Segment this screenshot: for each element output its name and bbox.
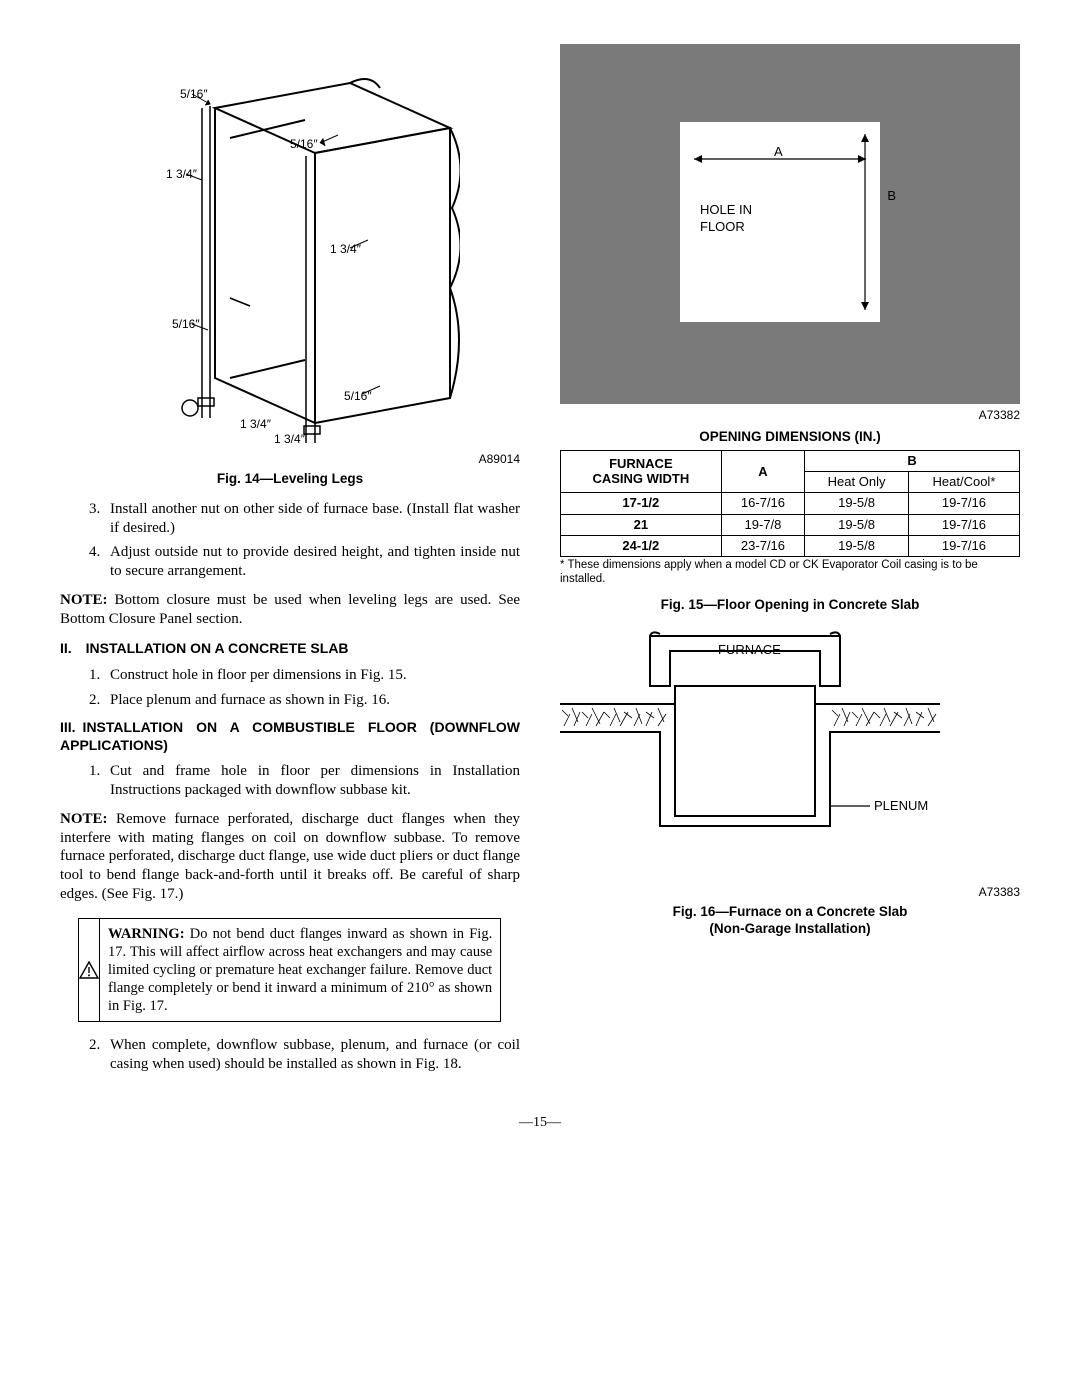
svg-text:5/16″: 5/16″ xyxy=(290,137,318,151)
fig16-code: A73383 xyxy=(560,885,1020,900)
list-1: Install another nut on other side of fur… xyxy=(60,500,520,581)
list-item: Cut and frame hole in floor per dimensio… xyxy=(104,762,520,800)
fig14-caption: Fig. 14—Leveling Legs xyxy=(60,471,520,488)
list-item: Install another nut on other side of fur… xyxy=(104,500,520,538)
fig14-diagram: 5/16″ 5/16″ 1 3/4″ 1 3/4″ 5/16″ 5/16″ 1 … xyxy=(60,48,520,448)
note-1: NOTE: Bottom closure must be used when l… xyxy=(60,591,520,629)
svg-text:1 3/4″: 1 3/4″ xyxy=(240,417,272,431)
list-2: Construct hole in floor per dimensions i… xyxy=(60,666,520,710)
svg-text:1 3/4″: 1 3/4″ xyxy=(330,242,362,256)
list-item: Construct hole in floor per dimensions i… xyxy=(104,666,520,685)
dimensions-table: FURNACECASING WIDTH A B Heat Only Heat/C… xyxy=(560,450,1020,557)
section-2-head: II. INSTALLATION ON A CONCRETE SLAB xyxy=(60,640,520,658)
svg-text:5/16″: 5/16″ xyxy=(172,317,200,331)
svg-text:1 3/4″: 1 3/4″ xyxy=(166,167,198,181)
fig15-hole-label: HOLE IN FLOOR xyxy=(700,202,752,236)
table-row: 21 19-7/8 19-5/8 19-7/16 xyxy=(561,514,1020,535)
table-row: 17-1/2 16-7/16 19-5/8 19-7/16 xyxy=(561,493,1020,514)
fig14-code: A89014 xyxy=(60,452,520,467)
fig15-code: A73382 xyxy=(560,408,1020,423)
list-item: When complete, downflow subbase, plenum,… xyxy=(104,1036,520,1074)
warning-icon xyxy=(79,919,100,1022)
warning-box: WARNING: Do not bend duct flanges inward… xyxy=(78,918,501,1023)
fig15-diagram: A B HOLE IN FLOOR xyxy=(560,44,1020,404)
table-row: 24-1/2 23-7/16 19-5/8 19-7/16 xyxy=(561,535,1020,556)
fig15-caption: Fig. 15—Floor Opening in Concrete Slab xyxy=(560,597,1020,614)
fig16-diagram: FURNACE PLENUM xyxy=(560,626,1020,882)
list-item: Adjust outside nut to provide desired he… xyxy=(104,543,520,581)
fig16-plenum-label: PLENUM xyxy=(874,798,928,813)
section-3-head: III. INSTALLATION ON A COMBUSTIBLE FLOOR… xyxy=(60,719,520,754)
list-3a: Cut and frame hole in floor per dimensio… xyxy=(60,762,520,800)
fig16-caption: Fig. 16—Furnace on a Concrete Slab (Non-… xyxy=(560,904,1020,938)
page-number: —15— xyxy=(60,1114,1020,1132)
fig15-b-label: B xyxy=(887,188,896,204)
list-3b: When complete, downflow subbase, plenum,… xyxy=(60,1036,520,1074)
svg-text:5/16″: 5/16″ xyxy=(180,87,208,101)
fig15-a-label: A xyxy=(774,144,783,160)
note-2: NOTE: Remove furnace perforated, dischar… xyxy=(60,810,520,904)
table-title: OPENING DIMENSIONS (IN.) xyxy=(560,429,1020,446)
fig16-furnace-label: FURNACE xyxy=(718,642,781,657)
svg-text:1 3/4″: 1 3/4″ xyxy=(274,432,306,446)
list-item: Place plenum and furnace as shown in Fig… xyxy=(104,691,520,710)
table-note: * These dimensions apply when a model CD… xyxy=(560,559,1020,587)
